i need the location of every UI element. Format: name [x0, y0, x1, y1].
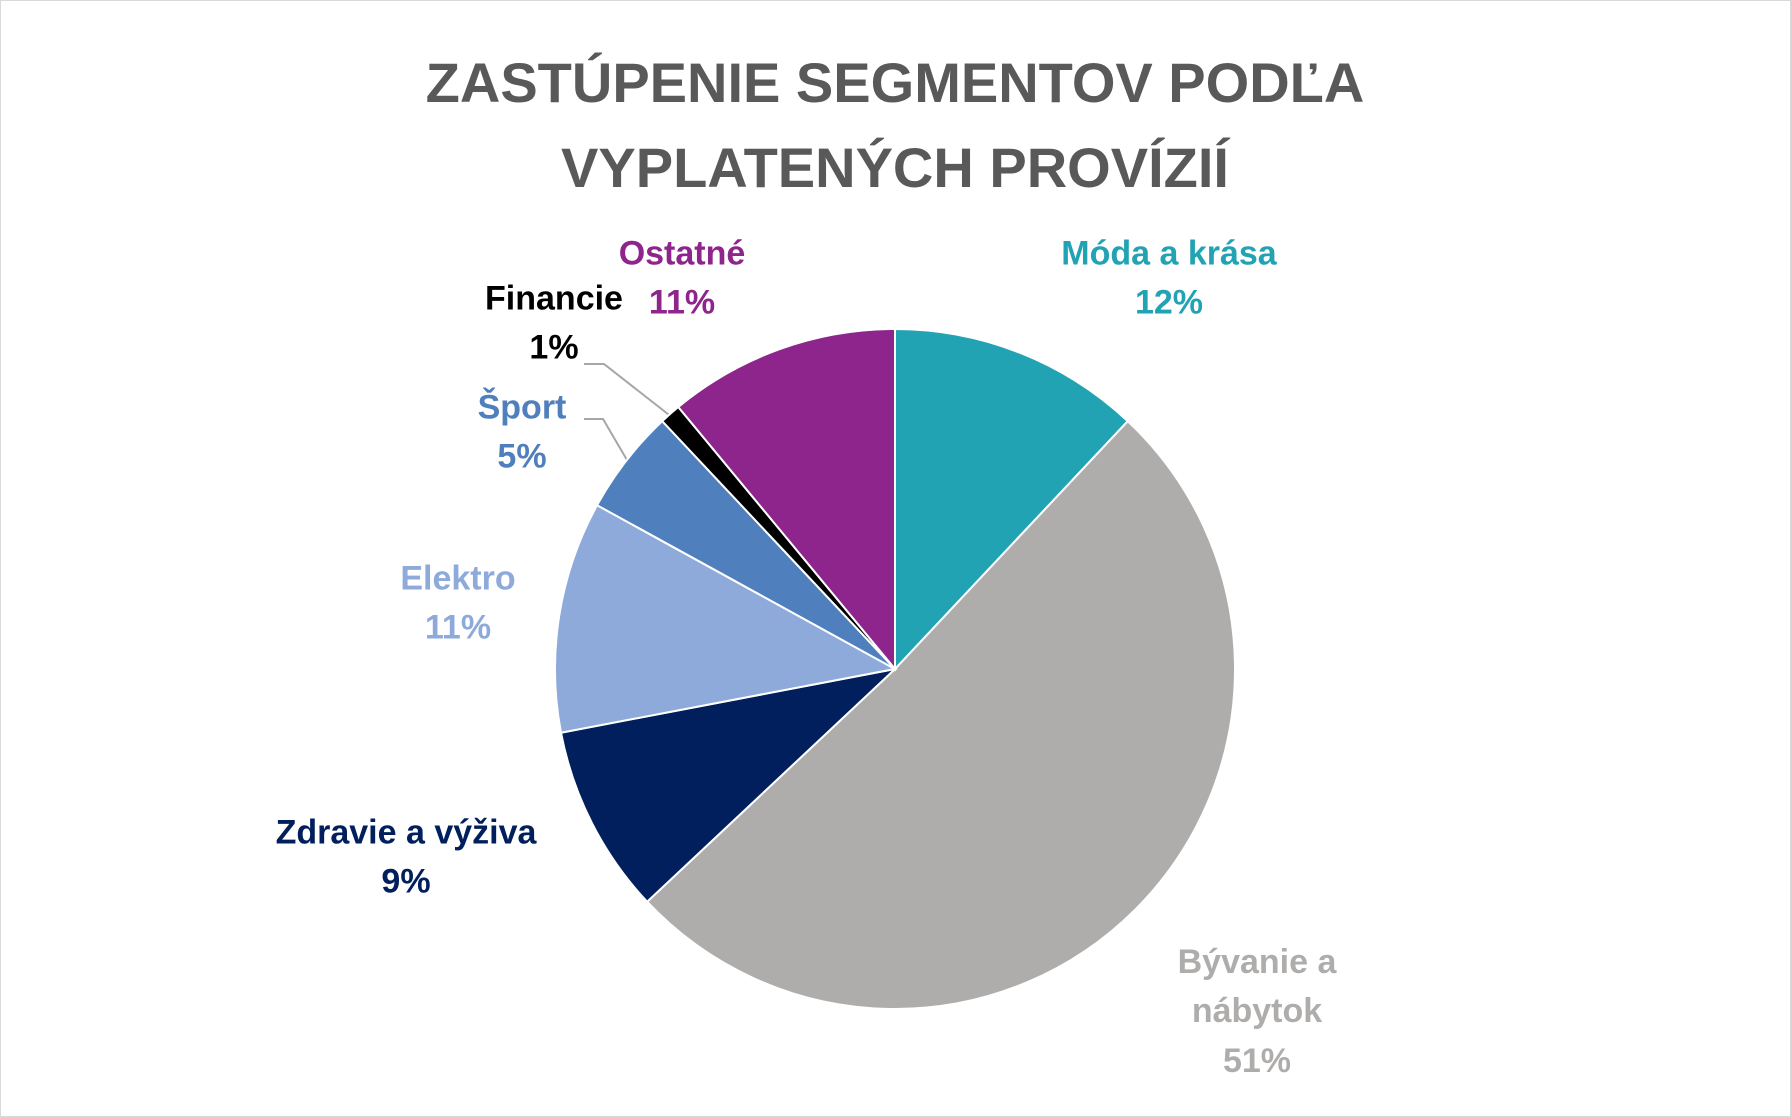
leader-line — [584, 363, 674, 419]
category-label: Zdravie a výživa — [275, 813, 537, 852]
data-label: Financie 1% — [485, 275, 623, 374]
value-label: 12% — [1134, 284, 1204, 322]
data-label: Ostatné 11% — [619, 230, 746, 329]
category-label: Ostatné — [618, 234, 746, 273]
value-label: 5% — [497, 438, 547, 476]
pie-slice — [894, 327, 1130, 672]
data-label: Móda a krása 12% — [1061, 230, 1276, 329]
data-label: Šport 5% — [478, 384, 567, 483]
value-label: 9% — [381, 863, 431, 901]
pie-slice — [645, 419, 1236, 1010]
pie-slice — [554, 503, 898, 734]
pie — [554, 327, 1236, 1010]
data-label: Elektro 11% — [400, 555, 515, 654]
value-label: 11% — [648, 284, 716, 322]
chart-title: VYPLATENÝCH PROVÍZIÍ — [561, 136, 1230, 199]
category-label: Móda a krása — [1061, 234, 1277, 273]
value-label: 11% — [424, 609, 492, 647]
pie-slice — [559, 667, 899, 904]
value-label: 1% — [529, 329, 579, 367]
category-label: Financie — [485, 279, 623, 318]
data-label: Bývanie a nábytok 51% — [1157, 938, 1357, 1086]
chart-title: ZASTÚPENIE SEGMENTOV PODĽA — [426, 51, 1365, 114]
category-label: Bývanie a nábytok — [1177, 943, 1337, 1031]
category-label: Šport — [477, 388, 567, 427]
leader-line — [584, 418, 628, 461]
value-label: 51% — [1222, 1041, 1292, 1080]
category-label: Elektro — [400, 559, 516, 598]
pie-slice — [676, 327, 896, 672]
data-label: Zdravie a výživa 9% — [276, 809, 537, 908]
